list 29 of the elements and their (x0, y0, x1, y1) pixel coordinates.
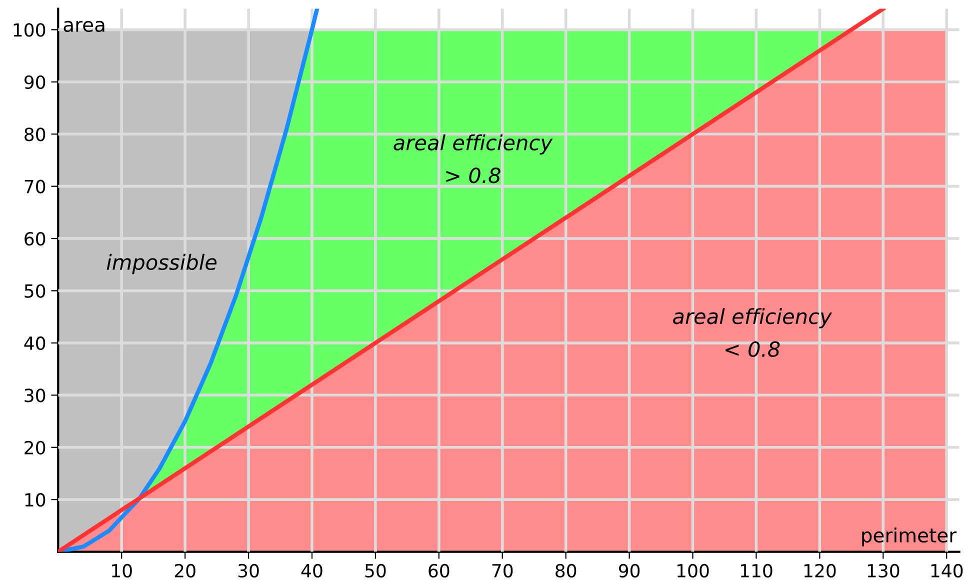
x-tick-label: 120 (804, 564, 836, 578)
x-tick-label: 70 (492, 564, 513, 578)
y-tick-label: 30 (24, 388, 46, 402)
x-tick-label: 30 (238, 564, 259, 578)
annotation: areal efficiency < 0.8 (673, 308, 832, 358)
x-tick-label: 140 (931, 564, 963, 578)
y-tick-label: 80 (24, 128, 46, 142)
x-tick-label: 40 (301, 564, 322, 578)
annotation: impossible (106, 254, 217, 274)
x-tick-label: 100 (678, 564, 709, 578)
x-tick-label: 110 (740, 564, 772, 578)
y-tick-label: 100 (14, 23, 46, 37)
y-tick-label: 90 (24, 75, 46, 90)
x-tick-label: 20 (174, 564, 196, 578)
y-tick-label: 70 (24, 180, 46, 194)
x-tick-label: 80 (556, 564, 576, 578)
annotation: areal efficiency > 0.8 (394, 134, 553, 184)
x-tick-label: 50 (365, 564, 386, 578)
y-tick-label: 50 (24, 284, 46, 298)
y-tick-label: 40 (24, 336, 46, 350)
y-tick-label: 20 (24, 440, 46, 454)
x-tick-label: 130 (868, 564, 900, 578)
y-tick-label: 60 (24, 232, 46, 246)
x-axis-title: perimeter (862, 528, 957, 546)
y-tick-label: 10 (25, 493, 46, 507)
x-tick-label: 10 (112, 564, 132, 578)
x-tick-label: 90 (618, 564, 640, 578)
y-axis-title: area (64, 20, 104, 32)
x-tick-label: 60 (428, 564, 450, 578)
